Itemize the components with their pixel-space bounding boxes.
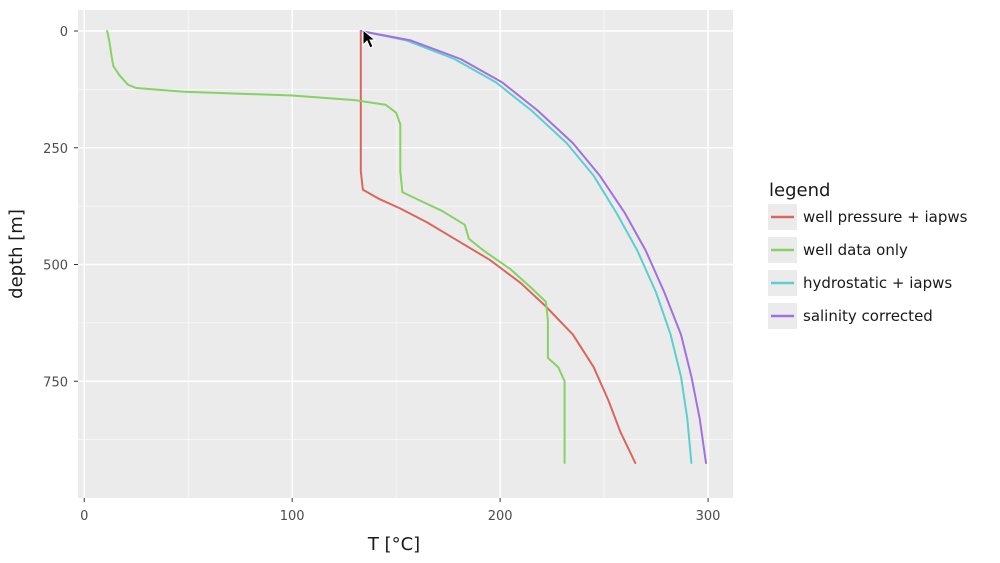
legend-label: well data only bbox=[803, 241, 908, 259]
legend-items: well pressure + iapws well data only hydro… bbox=[768, 204, 968, 329]
y-axis-ticks: 0 250 500 750 bbox=[43, 25, 78, 390]
legend-label: well pressure + iapws bbox=[803, 208, 968, 226]
x-axis-ticks: 0 100 200 300 bbox=[80, 498, 720, 524]
legend-label: salinity corrected bbox=[803, 307, 933, 325]
legend: legend well pressure + iapws well data on… bbox=[768, 180, 968, 329]
series-line-1 bbox=[359, 30, 637, 464]
x-tick-label: 100 bbox=[280, 509, 305, 524]
x-axis-title: T [°C] bbox=[367, 534, 420, 555]
series-lines bbox=[106, 30, 707, 464]
legend-label: hydrostatic + iapws bbox=[803, 274, 952, 292]
legend-title: legend bbox=[769, 180, 830, 201]
mouse-cursor-icon bbox=[362, 28, 377, 49]
y-tick-label: 0 bbox=[60, 25, 68, 40]
y-tick-label: 750 bbox=[43, 375, 68, 390]
y-tick-label: 500 bbox=[43, 259, 68, 274]
x-tick-label: 300 bbox=[696, 509, 721, 524]
minor-gridlines bbox=[78, 10, 733, 498]
x-tick-label: 200 bbox=[488, 509, 513, 524]
major-gridlines bbox=[78, 10, 733, 498]
series-line-4 bbox=[359, 30, 707, 464]
y-tick-label: 250 bbox=[43, 142, 68, 157]
series-line-2 bbox=[106, 30, 566, 464]
y-axis-title: depth [m] bbox=[6, 209, 27, 299]
series-line-3 bbox=[359, 30, 693, 464]
plot-panel bbox=[78, 10, 733, 498]
x-tick-label: 0 bbox=[80, 509, 88, 524]
